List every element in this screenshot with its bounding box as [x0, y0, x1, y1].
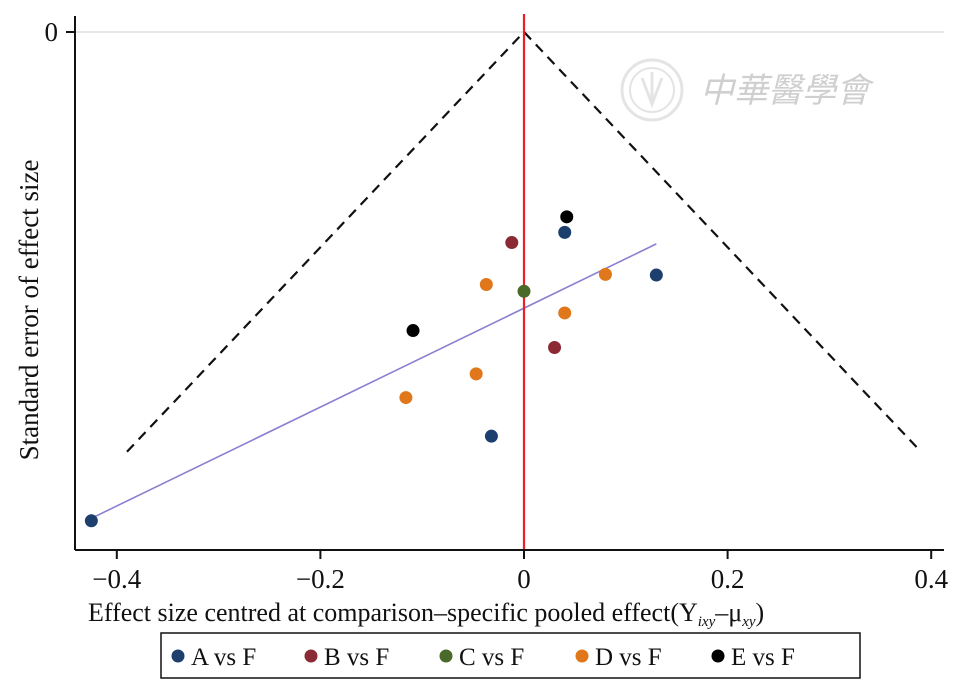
y-axis-title: Standard error of effect size	[14, 160, 44, 461]
y-tick-label-0: 0	[45, 17, 59, 47]
point-c-vs-f-1	[517, 284, 531, 298]
x-axis-ticks: −0.4 −0.2 0 0.2 0.4	[92, 550, 949, 594]
point-b-vs-f-2	[548, 340, 562, 354]
x-tick-label-4: 0.4	[914, 564, 948, 594]
point-d-vs-f-4	[469, 367, 483, 381]
legend-marker-e-vs-f	[711, 649, 725, 663]
x-tick-label-3: 0.2	[711, 564, 745, 594]
x-axis-title-end: )	[756, 598, 765, 627]
x-tick-label-2: 0	[517, 564, 531, 594]
watermark-text: 中華醫學會	[700, 73, 875, 110]
point-a-vs-f-4	[84, 514, 98, 528]
legend-marker-d-vs-f	[575, 649, 589, 663]
point-b-vs-f-1	[505, 236, 519, 250]
point-d-vs-f-2	[479, 278, 493, 292]
seal-icon	[620, 58, 684, 122]
plot-area	[84, 14, 922, 550]
point-a-vs-f-2	[649, 268, 663, 282]
point-e-vs-f-2	[406, 324, 420, 338]
legend-marker-a-vs-f	[171, 649, 185, 663]
watermark: 中華醫學會	[620, 58, 875, 122]
legend-marker-c-vs-f	[439, 649, 453, 663]
legend-label-d-vs-f: D vs F	[595, 644, 662, 671]
legend-box	[160, 632, 861, 679]
x-axis-title-sub1: ixy	[698, 614, 716, 630]
point-a-vs-f-1	[558, 225, 572, 239]
legend-label-e-vs-f: E vs F	[731, 644, 795, 671]
legend-label-c-vs-f: C vs F	[459, 644, 524, 671]
fitted-line	[85, 243, 657, 522]
legend-label-a-vs-f: A vs F	[191, 644, 256, 671]
x-axis-title: Effect size centred at comparison–specif…	[88, 598, 764, 630]
x-axis-title-main: Effect size centred at comparison–specif…	[88, 598, 698, 627]
x-tick-label-0: −0.4	[92, 564, 141, 594]
point-d-vs-f-5	[399, 391, 413, 405]
legend-marker-b-vs-f	[304, 649, 318, 663]
point-d-vs-f-3	[558, 306, 572, 320]
point-e-vs-f-1	[560, 210, 574, 224]
legend: A vs F B vs F C vs F D vs F E vs F	[171, 644, 795, 671]
x-axis-title-mid: –μ	[714, 598, 742, 627]
point-d-vs-f-1	[598, 267, 612, 281]
point-a-vs-f-3	[484, 429, 498, 443]
legend-label-b-vs-f: B vs F	[324, 644, 389, 671]
x-tick-label-1: −0.2	[296, 564, 345, 594]
y-axis-ticks: 0	[45, 17, 75, 47]
x-axis-title-sub2: xy	[741, 614, 756, 630]
funnel-boundary-line	[126, 30, 922, 453]
